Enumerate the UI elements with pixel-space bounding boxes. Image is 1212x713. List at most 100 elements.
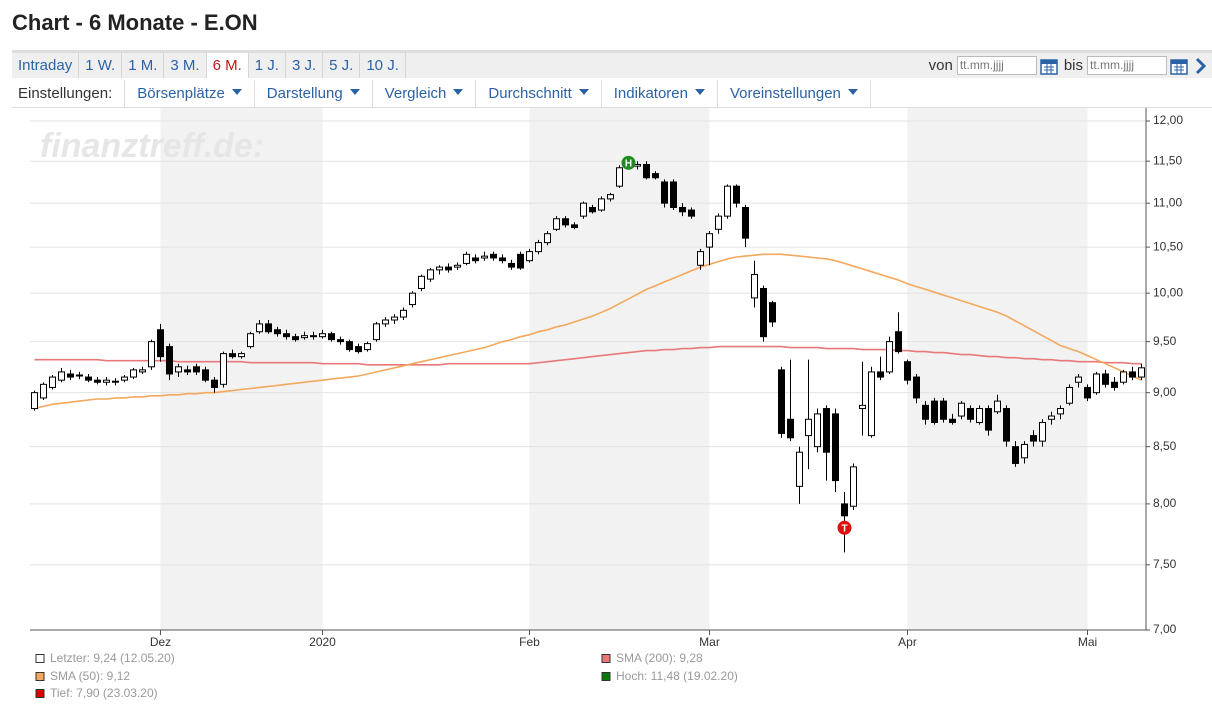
candle-body	[697, 251, 704, 266]
settings-menu[interactable]: Indikatoren	[602, 80, 718, 107]
candle-body	[418, 275, 425, 289]
settings-menu[interactable]: Börsenplätze	[125, 80, 255, 107]
candle-body	[175, 366, 182, 373]
candle-body	[1111, 381, 1118, 388]
candle-body	[706, 233, 713, 248]
candle-body	[31, 392, 38, 410]
range-tab[interactable]: 1 W.	[79, 53, 123, 78]
settings-label: Einstellungen:	[12, 80, 126, 107]
candle-body	[301, 335, 308, 339]
legend-swatch	[35, 689, 45, 698]
candle-body	[634, 163, 641, 167]
next-button[interactable]	[1194, 57, 1206, 75]
candle-body	[742, 206, 749, 239]
candle-body	[877, 371, 884, 378]
y-tick-label: 8,00	[1153, 496, 1177, 510]
legend-label: Tief: 7,90 (23.03.20)	[50, 686, 158, 700]
candle-body	[283, 333, 290, 338]
candle-body	[976, 408, 983, 424]
candle-body	[841, 503, 848, 517]
candle-body	[1102, 373, 1109, 385]
candle-body	[796, 451, 803, 487]
range-tab[interactable]: 3 M.	[164, 53, 207, 78]
candle-body	[517, 253, 524, 269]
settings-menu[interactable]: Voreinstellungen	[718, 80, 871, 107]
candle-body	[508, 262, 515, 268]
marker-low	[837, 520, 852, 535]
candle-body	[193, 366, 200, 373]
settings-menu[interactable]: Vergleich	[373, 80, 477, 107]
x-tick-label: Mar	[699, 635, 720, 649]
candle-body	[778, 369, 785, 434]
candle-body	[1129, 371, 1136, 378]
candle-body	[850, 466, 857, 507]
candle-body	[607, 194, 614, 200]
y-tick-label: 10,00	[1153, 285, 1183, 299]
candle-body	[715, 215, 722, 230]
settings-menu[interactable]: Durchschnitt	[476, 80, 602, 107]
candle-body	[319, 333, 326, 338]
to-input[interactable]: tt.mm.jjjj	[1087, 56, 1167, 75]
range-tab[interactable]: 1 J.	[249, 53, 286, 78]
settings-menu[interactable]: Darstellung	[255, 80, 373, 107]
y-tick-label: 9,00	[1153, 385, 1177, 399]
candle-body	[490, 253, 497, 259]
range-tab[interactable]: 3 J.	[286, 53, 324, 78]
candle-body	[427, 269, 434, 280]
candle-body	[949, 418, 956, 424]
settings-bar: Einstellungen: Börsenplätze Darstellung Ve…	[12, 80, 1212, 108]
candle-body	[562, 218, 569, 226]
candle-body	[598, 198, 605, 211]
candle-body	[1057, 408, 1064, 415]
watermark: finanztreff.de:	[40, 127, 264, 165]
candle-body	[76, 374, 83, 377]
legend-swatch	[35, 672, 45, 681]
page-title: Chart - 6 Monate - E.ON	[12, 10, 258, 35]
candle-body	[787, 418, 794, 439]
calendar-icon[interactable]	[1170, 57, 1188, 75]
legend-label: SMA (50): 9,12	[50, 669, 130, 683]
candle-body	[256, 323, 263, 333]
candle-body	[346, 341, 353, 351]
candle-body	[409, 292, 416, 306]
candle-body	[1066, 386, 1073, 404]
candle-body	[310, 335, 317, 338]
month-band	[529, 108, 710, 630]
range-tab[interactable]: 5 J.	[323, 53, 361, 78]
candle-body	[994, 400, 1001, 413]
legend-label: Hoch: 11,48 (19.02.20)	[616, 669, 738, 683]
candle-body	[868, 371, 875, 437]
candle-body	[832, 413, 839, 482]
calendar-icon[interactable]	[1040, 57, 1058, 75]
candle-body	[661, 181, 668, 204]
candle-body	[985, 408, 992, 431]
candle-body	[103, 379, 110, 383]
candle-body	[1084, 386, 1091, 399]
from-input[interactable]: tt.mm.jjjj	[956, 56, 1037, 75]
candle-body	[391, 316, 398, 321]
candle-body	[139, 369, 146, 373]
legend-label: Letzter: 9,24 (12.05.20)	[50, 651, 175, 665]
range-tab[interactable]: Intraday	[12, 53, 80, 78]
y-tick-label: 11,50	[1153, 153, 1182, 167]
y-tick-label: 10,50	[1153, 239, 1183, 253]
candle-body	[1093, 373, 1100, 394]
marker-label: H	[625, 158, 632, 169]
candle-body	[202, 369, 209, 381]
range-tab[interactable]: 10 J.	[360, 53, 406, 78]
range-tab[interactable]: 6 M.	[206, 53, 249, 78]
range-tab[interactable]: 1 M.	[122, 53, 165, 78]
candle-body	[526, 251, 533, 262]
candle-body	[769, 302, 776, 323]
candle-body	[364, 343, 371, 351]
candle-body	[1048, 415, 1055, 420]
candle-body	[1120, 371, 1127, 383]
candle-body	[265, 323, 272, 333]
x-tick-label: 2020	[309, 635, 336, 649]
candle-body	[337, 339, 344, 343]
candle-body	[247, 333, 254, 348]
candle-body	[580, 202, 587, 217]
candle-body	[400, 309, 407, 318]
